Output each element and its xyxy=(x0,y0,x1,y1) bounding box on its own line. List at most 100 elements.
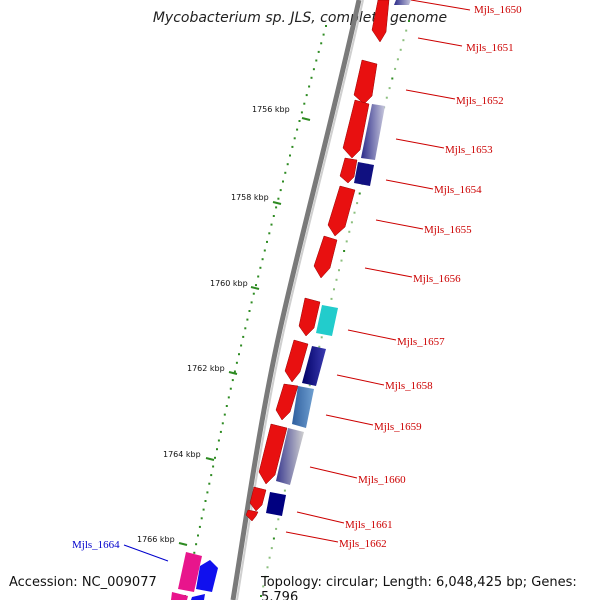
tick-dot xyxy=(275,527,278,530)
tick-dot xyxy=(208,482,211,485)
tick-dot xyxy=(262,585,265,588)
gene-label-mjls-1650[interactable]: Mjls_1650 xyxy=(474,4,522,16)
gene-label-mjls-1664[interactable]: Mjls_1664 xyxy=(72,539,120,551)
leader-line xyxy=(395,138,445,149)
gene-feature[interactable] xyxy=(361,104,385,160)
gene-labels: Mjls_1650 Mjls_1651 Mjls_1652 Mjls_1653 … xyxy=(72,4,522,551)
tick-dot xyxy=(206,491,209,494)
gene-feature[interactable] xyxy=(284,339,309,383)
gene-label-mjls-1652[interactable]: Mjls_1652 xyxy=(456,95,504,107)
tick-dot xyxy=(216,448,218,451)
gene-feature[interactable] xyxy=(258,423,288,485)
tick-dot xyxy=(223,413,226,416)
gene-feature[interactable] xyxy=(249,486,267,512)
gene-feature[interactable] xyxy=(394,0,411,5)
tick-dot xyxy=(282,180,284,183)
tick-dot xyxy=(219,430,222,433)
leader-line xyxy=(364,267,413,278)
gene-feature[interactable] xyxy=(371,0,390,43)
tick-dot xyxy=(240,344,243,347)
tick-dot xyxy=(402,39,405,42)
tick-dot xyxy=(217,439,220,442)
gene-feature[interactable] xyxy=(339,157,358,184)
leader-line xyxy=(296,511,345,524)
gene-feature[interactable] xyxy=(327,185,356,237)
gene-feature[interactable] xyxy=(354,162,374,186)
tick-dot xyxy=(298,120,301,122)
tick-dot xyxy=(261,258,264,261)
gene-feature[interactable] xyxy=(171,592,188,600)
tick-dot xyxy=(198,525,201,528)
gene-feature[interactable] xyxy=(353,59,378,105)
gene-label-mjls-1660[interactable]: Mjls_1660 xyxy=(358,474,406,486)
tick-dot xyxy=(388,87,391,90)
tick-dot xyxy=(202,508,205,511)
gene-feature[interactable] xyxy=(298,297,321,337)
tick-dot xyxy=(308,85,311,88)
tick-dot xyxy=(233,370,236,373)
tick-dot xyxy=(340,259,343,262)
tick-dot xyxy=(242,335,245,338)
kbp-labels: 1756 kbp 1758 kbp 1760 kbp 1762 kbp 1764… xyxy=(137,105,311,546)
tick-dot xyxy=(259,266,262,269)
gene-feature[interactable] xyxy=(292,386,314,428)
leader-line xyxy=(385,179,434,190)
gene-feature[interactable] xyxy=(302,346,326,386)
tick-dot xyxy=(300,111,303,114)
leader-line xyxy=(375,219,424,230)
tick-dot xyxy=(291,145,294,148)
gene-feature[interactable] xyxy=(266,492,286,516)
tick-dot xyxy=(338,269,340,272)
genome-summary-text: Topology: circular; Length: 6,048,425 bp… xyxy=(261,575,577,600)
tick-dot xyxy=(227,396,230,399)
gene-label-mjls-1661[interactable]: Mjls_1661 xyxy=(345,519,393,531)
gene-label-mjls-1656[interactable]: Mjls_1656 xyxy=(413,273,461,285)
gene-feature[interactable] xyxy=(313,235,338,279)
tick-dot xyxy=(266,566,269,569)
tick-dot xyxy=(289,154,291,157)
tick-dot xyxy=(308,384,311,387)
gene-feature[interactable] xyxy=(316,305,338,336)
gene-label-mjls-1654[interactable]: Mjls_1654 xyxy=(434,184,482,196)
tick-dot xyxy=(197,534,199,537)
tick-dot xyxy=(303,102,306,105)
gene-label-mjls-1651[interactable]: Mjls_1651 xyxy=(466,42,514,54)
gene-label-mjls-1657[interactable]: Mjls_1657 xyxy=(397,336,445,348)
tick-dot xyxy=(270,223,273,226)
tick-dot xyxy=(318,345,321,348)
kbp-label-1762: 1762 kbp xyxy=(187,364,225,373)
tick-dot xyxy=(275,206,278,209)
gene-label-mjls-1658[interactable]: Mjls_1658 xyxy=(385,380,433,392)
gene-feature[interactable] xyxy=(196,560,218,592)
tick-dot xyxy=(212,465,215,468)
tick-dot xyxy=(268,232,271,235)
tick-dot xyxy=(320,336,323,339)
gene-feature[interactable] xyxy=(276,428,304,485)
kbp-label-1756: 1756 kbp xyxy=(252,105,290,114)
gene-feature[interactable] xyxy=(275,383,299,421)
tick-dot xyxy=(229,387,232,390)
forward-strand-genes xyxy=(245,0,390,522)
tick-dot xyxy=(394,67,397,70)
gene-feature[interactable] xyxy=(178,552,202,592)
tick-dot xyxy=(284,171,287,174)
gene-label-mjls-1655[interactable]: Mjls_1655 xyxy=(424,224,472,236)
tick-dot xyxy=(399,48,402,51)
gene-feature[interactable] xyxy=(342,99,370,159)
tick-dot xyxy=(272,537,275,540)
tick-dot xyxy=(296,128,299,131)
tick-dot xyxy=(312,68,315,71)
gene-label-mjls-1662[interactable]: Mjls_1662 xyxy=(339,538,387,550)
kbp-tick-1760 xyxy=(250,286,260,290)
tick-dot xyxy=(343,250,346,252)
kbp-tick-1766 xyxy=(178,542,188,546)
gene-feature[interactable] xyxy=(245,509,259,522)
kbp-label-1766: 1766 kbp xyxy=(137,535,175,544)
tick-dot xyxy=(358,192,361,195)
gene-label-mjls-1659[interactable]: Mjls_1659 xyxy=(374,421,422,433)
tick-dot xyxy=(221,422,224,425)
gene-feature[interactable] xyxy=(191,594,205,600)
gene-label-mjls-1653[interactable]: Mjls_1653 xyxy=(445,144,493,156)
kbp-label-1764: 1764 kbp xyxy=(163,450,201,459)
